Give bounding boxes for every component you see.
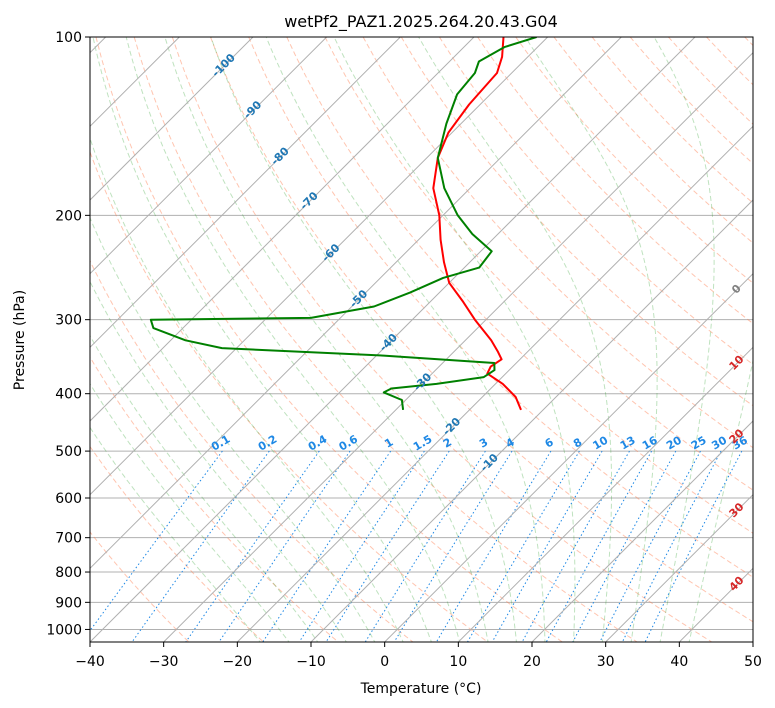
temperature-line bbox=[432, 37, 522, 411]
isotherm bbox=[163, 51, 753, 642]
x-tick-label: −40 bbox=[75, 654, 105, 670]
y-tick-label: 300 bbox=[55, 313, 82, 329]
y-tick-label: 900 bbox=[55, 595, 82, 611]
isotherm bbox=[90, 37, 622, 570]
y-axis-title: Pressure (hPa) bbox=[12, 290, 28, 390]
mixing-ratio-line bbox=[262, 450, 392, 642]
x-tick-label: 40 bbox=[670, 654, 688, 670]
isotherm bbox=[531, 420, 753, 642]
dry-adiabat bbox=[90, 259, 414, 642]
isotherm bbox=[90, 37, 401, 349]
isotherm bbox=[236, 125, 753, 642]
moist-adiabat bbox=[333, 37, 576, 642]
moist-adiabat bbox=[688, 358, 753, 642]
moist-adiabat bbox=[90, 382, 290, 642]
dry-adiabat bbox=[95, 37, 564, 642]
x-axis-title: Temperature (°C) bbox=[360, 681, 482, 697]
isotherm bbox=[90, 37, 328, 275]
x-tick-label: −30 bbox=[149, 654, 179, 670]
dry-adiabat bbox=[90, 356, 339, 642]
mixing-ratio-line bbox=[621, 450, 722, 642]
y-tick-label: 500 bbox=[55, 444, 82, 460]
moist-adiabat bbox=[524, 37, 658, 642]
plot-frame bbox=[89, 36, 754, 643]
dewpoint-line bbox=[149, 37, 537, 411]
moist-adiabat bbox=[210, 37, 518, 642]
chart-title: wetPf2_PAZ1.2025.264.20.43.G04 bbox=[284, 12, 558, 32]
x-tick-label: 0 bbox=[380, 654, 389, 670]
dry-adiabat bbox=[171, 37, 713, 642]
dry-adiabat bbox=[133, 37, 638, 642]
x-tick-label: −20 bbox=[223, 654, 253, 670]
x-tick-label: 20 bbox=[523, 654, 541, 670]
mixing-ratio-line bbox=[298, 450, 425, 642]
mixing-ratio-line bbox=[572, 450, 677, 642]
y-tick-label: 400 bbox=[55, 387, 82, 403]
isotherm bbox=[90, 37, 475, 422]
isotherm bbox=[90, 37, 696, 642]
dry-adiabat bbox=[248, 37, 753, 578]
x-axis-ticks: −40 −30 −20 −10 0 10 20 30 40 50 bbox=[75, 642, 762, 670]
moist-adiabat bbox=[265, 37, 546, 642]
y-tick-label: 600 bbox=[55, 491, 82, 507]
isotherm bbox=[384, 272, 753, 642]
moist-adiabat bbox=[164, 37, 489, 642]
isotherm bbox=[90, 37, 254, 201]
y-axis-ticks: 100 200 300 400 500 600 700 800 900 1000 bbox=[46, 30, 90, 638]
moist-adiabat bbox=[90, 334, 319, 642]
moist-adiabat bbox=[90, 426, 261, 642]
moist-adiabat bbox=[92, 37, 432, 642]
mixing-ratio-line bbox=[131, 450, 270, 642]
mixing-ratio-line bbox=[325, 450, 450, 642]
y-tick-label: 1000 bbox=[46, 622, 82, 638]
y-tick-label: 800 bbox=[55, 565, 82, 581]
dry-adiabat bbox=[90, 445, 265, 642]
x-tick-label: −10 bbox=[296, 654, 326, 670]
moist-adiabat bbox=[90, 280, 347, 642]
mixing-ratio-line bbox=[393, 450, 513, 642]
dry-adiabat bbox=[210, 37, 753, 623]
y-tick-label: 100 bbox=[55, 30, 82, 46]
moist-adiabat bbox=[653, 37, 715, 642]
dry-adiabat bbox=[324, 37, 753, 491]
profile-series bbox=[149, 37, 537, 411]
x-tick-label: 10 bbox=[449, 654, 467, 670]
dry-adiabats bbox=[90, 37, 753, 642]
y-tick-label: 700 bbox=[55, 531, 82, 547]
y-tick-label: 200 bbox=[55, 208, 82, 224]
dry-adiabat bbox=[286, 37, 753, 534]
x-tick-label: 50 bbox=[744, 654, 762, 670]
x-tick-label: 30 bbox=[597, 654, 615, 670]
pressure-gridlines bbox=[90, 37, 753, 630]
isotherm bbox=[605, 493, 753, 642]
dry-adiabat bbox=[90, 150, 489, 642]
moist-adiabat bbox=[125, 37, 461, 642]
isotherm bbox=[457, 346, 753, 642]
isotherm bbox=[310, 199, 753, 642]
